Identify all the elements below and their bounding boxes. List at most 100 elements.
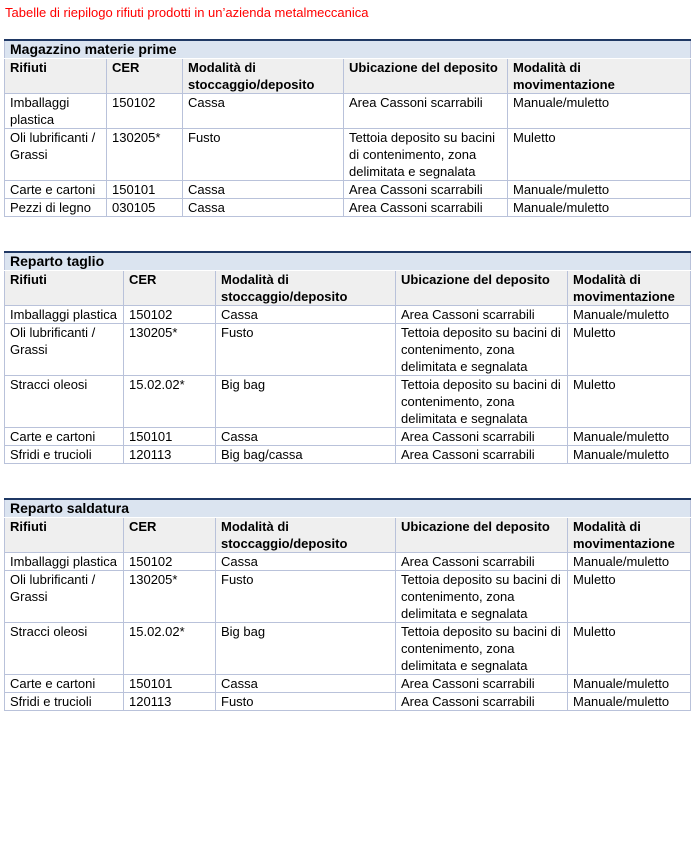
table-cell: Area Cassoni scarrabili (395, 692, 568, 711)
table-cell: Carte e cartoni (4, 180, 107, 199)
table-cell: Cassa (215, 674, 396, 693)
table-cell: Fusto (215, 323, 396, 376)
table-cell: 130205* (106, 128, 183, 181)
table-cell: Manuale/muletto (566, 427, 692, 446)
document-page: Tabelle di riepilogo rifiuti prodotti in… (0, 4, 693, 711)
table-row: Imballaggi plastica 150102 Cassa Area Casso… (4, 552, 692, 571)
table-cell: 150101 (106, 180, 183, 199)
table-row: Imballaggi plastica 150102 Cassa Area Casso… (4, 93, 691, 129)
table-cell: Tettoia deposito su bacini di contenimen… (395, 570, 568, 623)
table-row: Imballaggi plastica 150102 Cassa Area Casso… (4, 305, 692, 324)
table-cell: Fusto (215, 692, 396, 711)
table-cell: Area Cassoni scarrabili (395, 305, 568, 324)
table-row: Carte e cartoni 150101 Cassa Area Cassoni s… (4, 674, 692, 693)
table-cell: Area Cassoni scarrabili (395, 427, 568, 446)
table-cell: Muletto (566, 622, 692, 675)
table-cell: 150102 (123, 305, 216, 324)
table-cell: Cassa (215, 427, 396, 446)
table-cell: Cassa (182, 93, 344, 129)
section-title: Magazzino materie prime (4, 40, 691, 59)
table-cell: Big bag (215, 375, 396, 428)
table-cell: Oli lubrificanti / Grassi (4, 323, 124, 376)
table-cell: Fusto (182, 128, 344, 181)
table-row: Oli lubrificanti / Grassi 130205* Fusto Tet… (4, 570, 692, 623)
section-band-row: Reparto saldatura (4, 499, 691, 518)
column-header-cer: CER (123, 517, 216, 553)
table-cell: Pezzi di legno (4, 198, 107, 217)
table-cell: Manuale/muletto (566, 692, 692, 711)
table-cell: Tettoia deposito su bacini di contenimen… (395, 622, 568, 675)
table-cell: 150102 (106, 93, 183, 129)
table-cell: Big bag (215, 622, 396, 675)
column-header-rifiuti: Rifiuti (4, 270, 124, 306)
table-cell: 130205* (123, 323, 216, 376)
table-cell: Area Cassoni scarrabili (395, 552, 568, 571)
table-cell: Cassa (182, 198, 344, 217)
table-row: Sfridi e trucioli 120113 Fusto Area Cassoni… (4, 692, 692, 711)
table-cell: Area Cassoni scarrabili (343, 93, 508, 129)
column-header-modalit-di-movimentazione: Modalità di movimentazione (566, 270, 692, 306)
section-title: Reparto taglio (4, 252, 691, 271)
table-cell: 150101 (123, 674, 216, 693)
table-cell: Stracci oleosi (4, 622, 124, 675)
table-cell: Manuale/muletto (507, 198, 691, 217)
table-cell: Cassa (215, 305, 396, 324)
table-cell: 150102 (123, 552, 216, 571)
table-row: Oli lubrificanti / Grassi 130205* Fusto Tet… (4, 128, 691, 181)
table-cell: Area Cassoni scarrabili (343, 198, 508, 217)
section-title: Reparto saldatura (4, 499, 691, 518)
table-row: Sfridi e trucioli 120113 Big bag/cassa Area… (4, 445, 692, 464)
column-header-rifiuti: Rifiuti (4, 58, 107, 94)
table-cell: 120113 (123, 692, 216, 711)
column-header-modalit-di-stoccaggio-deposito: Modalità di stoccaggio/deposito (215, 517, 396, 553)
table-cell: Tettoia deposito su bacini di contenimen… (395, 323, 568, 376)
column-header-modalit-di-movimentazione: Modalità di movimentazione (566, 517, 692, 553)
table-cell: 150101 (123, 427, 216, 446)
table-row: Pezzi di legno 030105 Cassa Area Cassoni sc… (4, 198, 691, 217)
table-cell: 120113 (123, 445, 216, 464)
table-cell: Muletto (507, 128, 691, 181)
table-cell: Fusto (215, 570, 396, 623)
column-header-cer: CER (106, 58, 183, 94)
table-row: Stracci oleosi 15.02.02* Big bag Tettoia de… (4, 622, 692, 675)
table-cell: Area Cassoni scarrabili (395, 674, 568, 693)
column-header-row: Rifiuti CER Modalità di stoccaggio/deposit… (4, 270, 692, 306)
table-cell: Muletto (566, 570, 692, 623)
table-cell: Sfridi e trucioli (4, 445, 124, 464)
table-cell: Manuale/muletto (566, 305, 692, 324)
table-cell: Imballaggi plastica (4, 305, 124, 324)
waste-table-reparto-saldatura: Reparto saldatura Rifiuti CER Modalità di s… (4, 498, 692, 711)
table-cell: Carte e cartoni (4, 427, 124, 446)
table-row: Oli lubrificanti / Grassi 130205* Fusto Tet… (4, 323, 692, 376)
table-cell: Muletto (566, 323, 692, 376)
column-header-cer: CER (123, 270, 216, 306)
table-cell: Area Cassoni scarrabili (343, 180, 508, 199)
table-cell: Manuale/muletto (566, 552, 692, 571)
table-cell: Imballaggi plastica (4, 552, 124, 571)
table-cell: Oli lubrificanti / Grassi (4, 570, 124, 623)
column-header-row: Rifiuti CER Modalità di stoccaggio/deposit… (4, 517, 692, 553)
column-header-ubicazione-del-deposito: Ubicazione del deposito (395, 517, 568, 553)
table-cell: Area Cassoni scarrabili (395, 445, 568, 464)
column-header-rifiuti: Rifiuti (4, 517, 124, 553)
table-cell: Carte e cartoni (4, 674, 124, 693)
table-cell: 15.02.02* (123, 622, 216, 675)
table-row: Carte e cartoni 150101 Cassa Area Cassoni s… (4, 427, 692, 446)
table-cell: 130205* (123, 570, 216, 623)
column-header-ubicazione-del-deposito: Ubicazione del deposito (395, 270, 568, 306)
table-cell: Big bag/cassa (215, 445, 396, 464)
table-cell: Stracci oleosi (4, 375, 124, 428)
tables-container: Magazzino materie prime Rifiuti CER Modalit… (0, 39, 693, 711)
table-cell: Sfridi e trucioli (4, 692, 124, 711)
table-cell: Tettoia deposito su bacini di contenimen… (343, 128, 508, 181)
table-row: Carte e cartoni 150101 Cassa Area Cassoni s… (4, 180, 691, 199)
column-header-modalit-di-stoccaggio-deposito: Modalità di stoccaggio/deposito (182, 58, 344, 94)
column-header-modalit-di-movimentazione: Modalità di movimentazione (507, 58, 691, 94)
table-cell: Manuale/muletto (507, 93, 691, 129)
table-cell: Oli lubrificanti / Grassi (4, 128, 107, 181)
column-header-modalit-di-stoccaggio-deposito: Modalità di stoccaggio/deposito (215, 270, 396, 306)
section-band-row: Reparto taglio (4, 252, 691, 271)
table-cell: Imballaggi plastica (4, 93, 107, 129)
section-band-row: Magazzino materie prime (4, 40, 691, 59)
table-cell: Cassa (215, 552, 396, 571)
